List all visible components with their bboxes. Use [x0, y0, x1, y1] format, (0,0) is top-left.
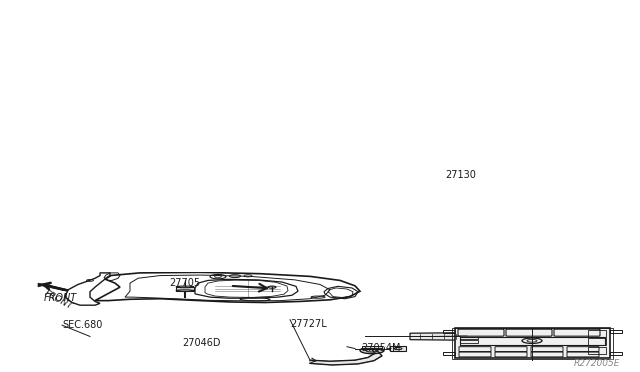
Circle shape — [360, 347, 384, 354]
Text: R272005E: R272005E — [573, 359, 620, 368]
Ellipse shape — [176, 290, 194, 292]
Text: 27054M: 27054M — [362, 343, 401, 353]
Bar — [610, 330, 622, 333]
Polygon shape — [410, 333, 472, 340]
Bar — [443, 352, 455, 355]
Bar — [176, 287, 194, 291]
Bar — [452, 328, 613, 359]
Text: 27046D: 27046D — [182, 339, 221, 349]
Bar — [362, 346, 382, 348]
Bar — [460, 340, 478, 343]
Bar — [588, 338, 606, 345]
Bar — [455, 328, 610, 358]
Polygon shape — [38, 283, 68, 291]
Bar — [588, 330, 606, 337]
Bar — [460, 337, 478, 339]
Polygon shape — [310, 349, 382, 365]
Text: SEC.680: SEC.680 — [62, 320, 102, 330]
Bar — [460, 337, 605, 344]
Bar — [443, 330, 455, 333]
Bar — [588, 347, 606, 354]
Bar — [610, 352, 622, 355]
Circle shape — [366, 349, 378, 352]
Text: 27705: 27705 — [170, 278, 200, 288]
Bar — [390, 346, 406, 351]
Text: 27727L: 27727L — [290, 319, 327, 329]
Text: FRONT: FRONT — [42, 289, 74, 311]
Text: FRONT: FRONT — [44, 292, 77, 302]
Circle shape — [268, 286, 276, 288]
Text: 27130: 27130 — [445, 170, 476, 180]
Ellipse shape — [176, 286, 194, 288]
